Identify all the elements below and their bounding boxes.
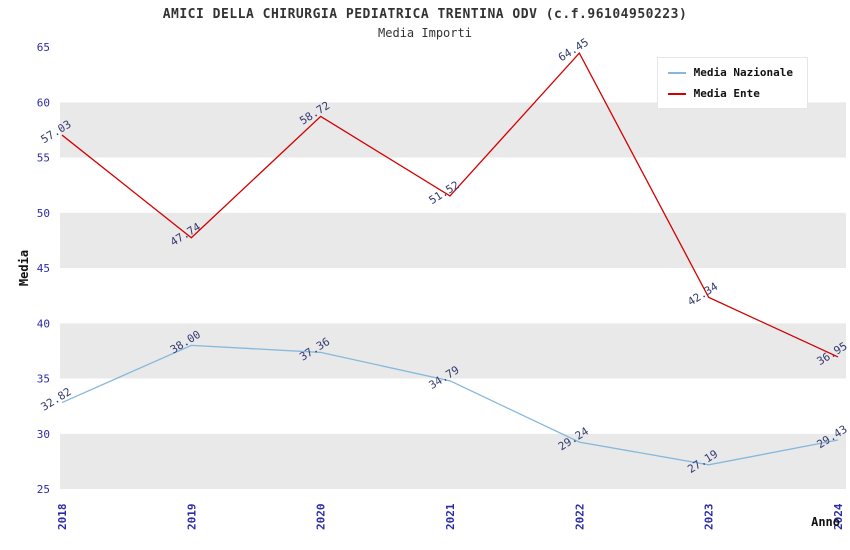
chart-subtitle: Media Importi bbox=[378, 26, 472, 40]
x-tick-label: 2018 bbox=[56, 504, 69, 531]
legend-swatch bbox=[667, 71, 686, 74]
legend-swatch bbox=[667, 92, 686, 95]
y-axis-title: Media bbox=[17, 250, 31, 286]
plot-band bbox=[60, 268, 846, 324]
plot-band bbox=[60, 102, 846, 158]
series-line-media-ente bbox=[61, 51, 839, 358]
x-tick-label: 2022 bbox=[573, 504, 586, 531]
x-tick-label: 2019 bbox=[185, 504, 198, 531]
y-tick-label: 65 bbox=[37, 41, 50, 54]
plot-band bbox=[60, 157, 846, 213]
plot-band bbox=[60, 378, 846, 434]
y-tick-label: 40 bbox=[37, 317, 50, 330]
plot-band bbox=[60, 433, 846, 489]
plot-band bbox=[60, 323, 846, 379]
y-tick-label: 45 bbox=[37, 262, 50, 275]
y-tick-label: 25 bbox=[37, 483, 50, 496]
y-tick-label: 30 bbox=[37, 428, 50, 441]
plot-band bbox=[60, 212, 846, 268]
y-tick-label: 50 bbox=[37, 207, 50, 220]
y-tick-label: 55 bbox=[37, 152, 50, 165]
x-axis-title: Anno bbox=[811, 515, 840, 529]
y-tick-label: 60 bbox=[37, 96, 50, 109]
x-tick-label: 2021 bbox=[444, 503, 457, 530]
x-tick-label: 2024 bbox=[832, 503, 845, 530]
y-tick-label: 35 bbox=[37, 373, 50, 386]
x-tick-label: 2020 bbox=[315, 504, 328, 531]
legend-label: Media Nazionale bbox=[693, 66, 793, 79]
series-line-media-nazionale bbox=[61, 344, 839, 466]
legend-item-media-nazionale: Media Nazionale bbox=[667, 66, 793, 79]
chart-title: AMICI DELLA CHIRURGIA PEDIATRICA TRENTIN… bbox=[162, 7, 688, 22]
legend-item-media-ente: Media Ente bbox=[667, 87, 793, 100]
legend-label: Media Ente bbox=[693, 87, 760, 100]
chart-legend: Media Nazionale Media Ente bbox=[656, 57, 808, 109]
x-tick-label: 2023 bbox=[703, 504, 716, 531]
